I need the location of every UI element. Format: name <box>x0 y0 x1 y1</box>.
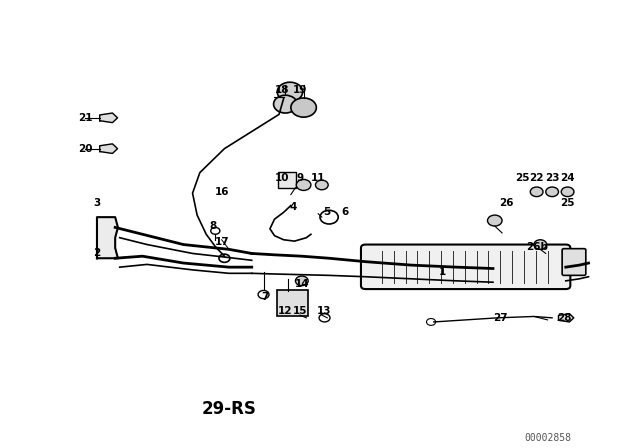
Text: 4: 4 <box>289 202 296 212</box>
Text: 25: 25 <box>561 198 575 208</box>
Text: 9: 9 <box>296 173 303 183</box>
Circle shape <box>277 82 303 101</box>
Text: 22: 22 <box>529 173 544 183</box>
Text: 23: 23 <box>545 173 559 183</box>
Polygon shape <box>100 144 118 154</box>
Text: 25: 25 <box>515 173 529 183</box>
FancyBboxPatch shape <box>361 245 570 289</box>
Text: 24: 24 <box>560 173 575 183</box>
Text: 3: 3 <box>93 198 100 208</box>
Text: 17: 17 <box>214 237 229 247</box>
Text: 11: 11 <box>311 173 325 183</box>
Circle shape <box>316 180 328 190</box>
Text: 15: 15 <box>292 306 307 316</box>
Text: 7: 7 <box>262 292 269 302</box>
Circle shape <box>534 240 547 250</box>
Polygon shape <box>100 113 118 123</box>
Text: 6: 6 <box>342 207 349 217</box>
Circle shape <box>488 215 502 226</box>
FancyBboxPatch shape <box>277 290 308 316</box>
Circle shape <box>296 276 308 286</box>
FancyBboxPatch shape <box>278 172 296 188</box>
Circle shape <box>296 180 311 190</box>
Text: 8: 8 <box>209 221 216 231</box>
Text: 16: 16 <box>214 187 229 197</box>
Text: 18: 18 <box>275 86 289 95</box>
Circle shape <box>219 254 230 263</box>
Text: 5: 5 <box>324 207 331 217</box>
Circle shape <box>546 187 559 197</box>
Circle shape <box>258 290 269 299</box>
Text: 28: 28 <box>557 313 572 323</box>
Circle shape <box>561 187 574 197</box>
Circle shape <box>319 314 330 322</box>
Text: 19: 19 <box>292 86 307 95</box>
Circle shape <box>291 98 316 117</box>
Text: 14: 14 <box>294 279 309 289</box>
Circle shape <box>531 187 543 197</box>
Text: 00002858: 00002858 <box>524 433 571 444</box>
Text: 10: 10 <box>275 173 289 183</box>
Circle shape <box>211 228 220 234</box>
Circle shape <box>426 319 436 325</box>
Text: 2: 2 <box>93 249 100 258</box>
Text: 29-RS: 29-RS <box>202 400 257 418</box>
Polygon shape <box>559 314 574 322</box>
Text: 26: 26 <box>499 198 514 208</box>
Text: 21: 21 <box>78 113 92 123</box>
Text: 20: 20 <box>78 144 92 154</box>
Text: 12: 12 <box>278 306 292 316</box>
Circle shape <box>273 95 297 113</box>
Text: 27: 27 <box>493 313 508 323</box>
Text: 1: 1 <box>439 267 447 277</box>
Text: 13: 13 <box>317 306 332 316</box>
FancyBboxPatch shape <box>562 249 586 276</box>
Polygon shape <box>97 217 118 258</box>
Text: 26b: 26b <box>525 241 548 252</box>
